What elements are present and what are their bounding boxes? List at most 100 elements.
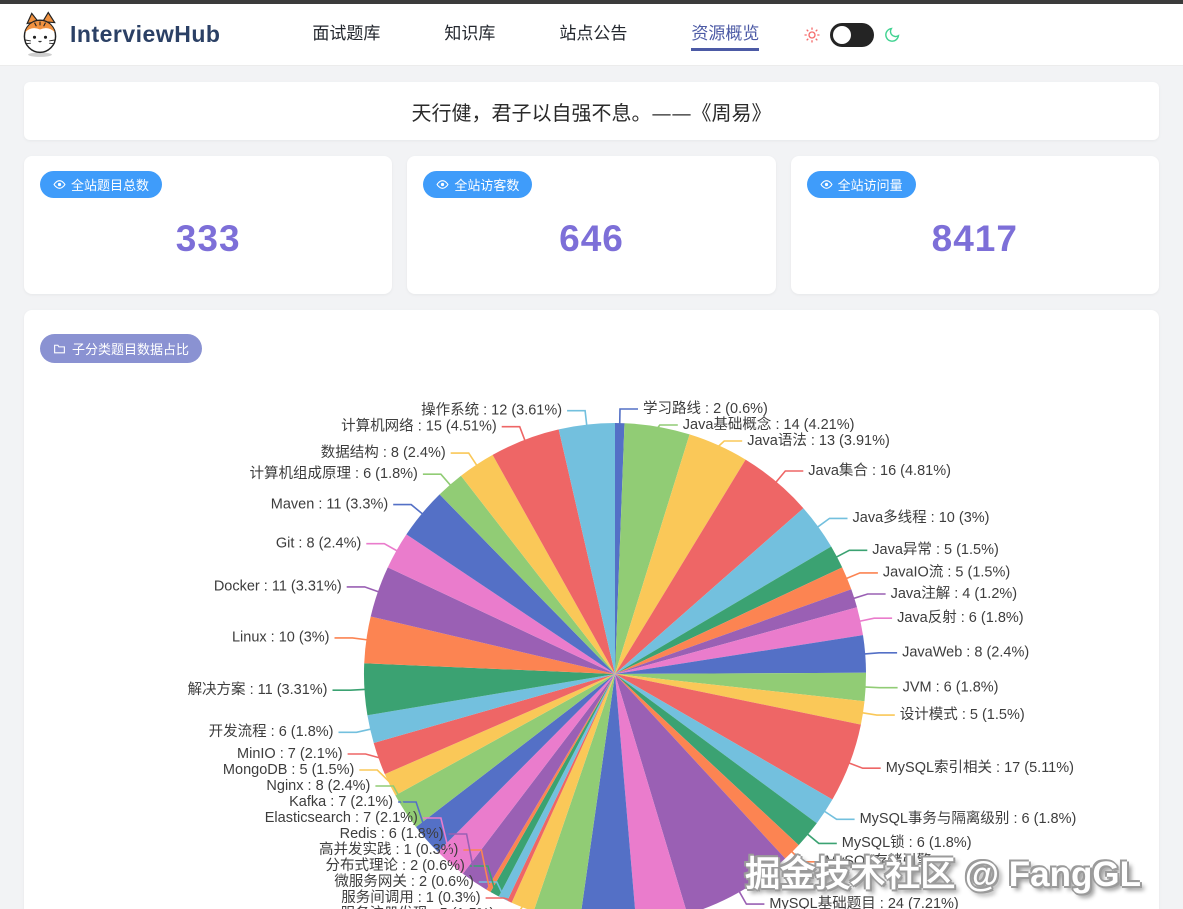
- pie-slice[interactable]: [363, 663, 615, 716]
- pie-slice[interactable]: [507, 674, 615, 903]
- pie-label: JavaIO流 : 5 (1.5%): [883, 564, 1010, 581]
- pie-label-line: [347, 753, 381, 759]
- pie-label: 学习路线 : 2 (0.6%): [643, 400, 768, 417]
- logo-mascot-icon: [23, 11, 57, 57]
- pie-slice[interactable]: [615, 423, 690, 674]
- pie-label: Linux : 10 (3%): [232, 630, 330, 646]
- pie-label: 高并发实践 : 1 (0.3%): [319, 841, 458, 858]
- pie-label: 开发流程 : 6 (1.8%): [209, 723, 334, 740]
- pie-label: Docker : 11 (3.31%): [214, 579, 342, 595]
- pie-slice[interactable]: [511, 674, 615, 909]
- pie-slice[interactable]: [490, 674, 616, 897]
- folder-icon: [54, 344, 65, 354]
- stat-label: 全站题目总数: [71, 178, 150, 193]
- eye-icon: [436, 180, 449, 189]
- pie-label-line: [805, 832, 837, 845]
- pie-slice[interactable]: [406, 494, 615, 674]
- pie-label-line: [863, 651, 898, 655]
- pie-label: 微服务网关 : 2 (0.6%): [334, 873, 473, 890]
- brand[interactable]: InterviewHub: [18, 11, 220, 58]
- daily-quote-card: 天行健，君子以自强不息。——《周易》: [24, 82, 1159, 140]
- subcategory-pie-chart-card: 子分类题目数据占比 学习路线 : 2 (0.6%) Java基础概念 : 14 (…: [24, 310, 1159, 909]
- pie-slice[interactable]: [615, 674, 833, 824]
- pie-slice[interactable]: [461, 454, 615, 674]
- pie-slice[interactable]: [615, 589, 857, 674]
- pie-slice[interactable]: [384, 674, 615, 796]
- pie-label-line: [844, 572, 878, 580]
- pie-slice[interactable]: [615, 567, 852, 674]
- pie-label-line: [346, 586, 381, 593]
- pie-slice[interactable]: [615, 674, 817, 846]
- pie-label: MySQL事务与隔离级别 : 6 (1.8%): [860, 810, 1077, 827]
- pie-slice[interactable]: [615, 674, 865, 725]
- pie-label-line: [398, 801, 429, 839]
- stat-label: 全站访问量: [837, 178, 903, 193]
- pie-slice[interactable]: [395, 674, 615, 827]
- pie-slice[interactable]: [462, 674, 615, 890]
- pie-slice[interactable]: [486, 674, 615, 892]
- pie-slice[interactable]: [615, 607, 863, 674]
- subcategory-pie-chart: 学习路线 : 2 (0.6%)Java基础概念 : 14 (4.21%)Java…: [188, 400, 1077, 909]
- theme-switch[interactable]: [830, 22, 875, 47]
- pie-slice[interactable]: [416, 674, 615, 852]
- pie-label: Java语法 : 13 (3.91%): [747, 432, 890, 449]
- stat-value: 333: [175, 217, 241, 259]
- pie-label-line: [858, 617, 893, 623]
- stat-card-total-questions: 全站题目总数 333: [24, 156, 393, 294]
- nav-item-announcements[interactable]: 站点公告: [559, 23, 628, 43]
- pie-label: Elasticsearch : 7 (2.1%): [265, 810, 418, 826]
- pie-slice[interactable]: [615, 508, 832, 674]
- pie-label-line: [448, 833, 477, 881]
- stat-card-total-views: 全站访问量 8417: [790, 156, 1159, 294]
- pie-label: Java注解 : 4 (1.2%): [891, 585, 1018, 602]
- pie-slice[interactable]: [367, 674, 615, 743]
- theme-toggle-group: [803, 22, 902, 47]
- chart-section-badge: 子分类题目数据占比: [40, 334, 203, 363]
- pie-slice[interactable]: [387, 534, 615, 674]
- nav-item-interview-bank[interactable]: 面试题库: [312, 23, 381, 43]
- pie-slice[interactable]: [615, 546, 843, 675]
- pie-label-line: [737, 889, 765, 905]
- pie-label-line: [790, 849, 820, 863]
- pie-slice[interactable]: [439, 475, 615, 674]
- pie-label: 分布式理论 : 2 (0.6%): [326, 857, 465, 874]
- pie-label: Java异常 : 5 (1.5%): [872, 541, 999, 558]
- pie-label-line: [485, 897, 511, 901]
- pie-slice[interactable]: [615, 674, 799, 859]
- pie-slice[interactable]: [615, 423, 625, 674]
- pie-slice[interactable]: [498, 674, 615, 901]
- pie-label-line: [816, 517, 848, 529]
- pie-slice[interactable]: [615, 674, 786, 909]
- pie-slice[interactable]: [615, 434, 746, 674]
- pie-label-line: [359, 769, 393, 785]
- nav-item-knowledge-base[interactable]: 知识库: [444, 23, 496, 43]
- stat-value: 646: [559, 217, 624, 259]
- pie-label: MySQL存储引擎: [825, 853, 931, 870]
- stat-badge: 全站访客数: [423, 171, 533, 198]
- pie-slice[interactable]: [558, 423, 615, 674]
- pie-slice[interactable]: [437, 674, 615, 874]
- pie-label-line: [393, 503, 425, 516]
- stat-value: 8417: [931, 217, 1018, 259]
- pie-label-line: [334, 637, 369, 641]
- pie-slice[interactable]: [615, 674, 861, 800]
- pie-label-line: [774, 470, 804, 484]
- pie-slice[interactable]: [534, 674, 615, 909]
- pie-slice[interactable]: [580, 674, 637, 909]
- pie-slice[interactable]: [373, 674, 615, 775]
- quote-text: 天行健，君子以自强不息。——《周易》: [411, 100, 772, 125]
- pie-slice[interactable]: [615, 674, 687, 909]
- pie-slice[interactable]: [492, 429, 615, 674]
- sun-icon: [804, 27, 820, 42]
- pie-slice[interactable]: [615, 672, 867, 702]
- pie-slice[interactable]: [615, 635, 866, 674]
- pie-label-line: [847, 761, 881, 770]
- pie-slice[interactable]: [615, 459, 804, 674]
- pie-label: MinIO : 7 (2.1%): [237, 746, 343, 762]
- pie-slice[interactable]: [370, 567, 615, 674]
- nav-item-resource-overview[interactable]: 资源概览: [691, 19, 760, 51]
- pie-label: 解决方案 : 11 (3.31%): [188, 680, 328, 698]
- pie-slice[interactable]: [364, 616, 615, 675]
- pie-label: MySQL基础题目 : 24 (7.21%): [769, 895, 958, 909]
- pie-label-line: [338, 728, 373, 734]
